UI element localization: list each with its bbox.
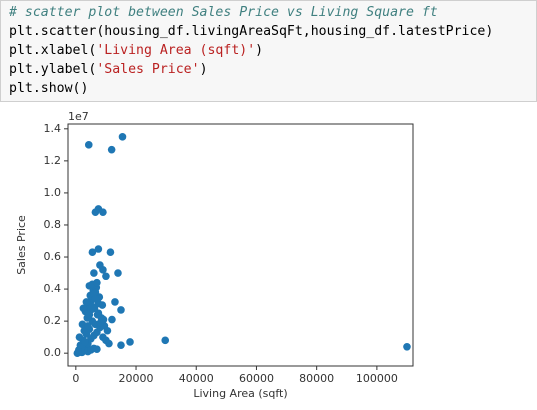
y-tick-label: 1.2 [44, 154, 62, 167]
x-tick-label: 0 [72, 372, 79, 385]
code-line: plt.ylabel('Sales Price') [9, 62, 208, 77]
point [84, 141, 93, 149]
plot-frame [67, 123, 414, 367]
point [106, 248, 115, 257]
point [102, 272, 110, 281]
point [114, 269, 122, 277]
code-token: ) [255, 43, 264, 58]
point [99, 208, 107, 216]
point [90, 269, 98, 277]
point [99, 315, 108, 324]
point [85, 310, 94, 319]
point [105, 339, 113, 348]
code-token: plt.show() [9, 81, 89, 96]
point [91, 294, 100, 303]
point [94, 245, 103, 253]
code-line: # scatter plot between Sales Price vs Li… [9, 5, 438, 20]
point [75, 333, 84, 341]
x-tick-label: 20000 [119, 372, 154, 385]
code-token: plt.ylabel( [9, 62, 97, 77]
code-token: plt.xlabel( [9, 43, 97, 58]
point [79, 304, 88, 313]
code-token: ) [199, 62, 208, 77]
y-offset-label: 1e7 [68, 110, 89, 123]
code-cell[interactable]: # scatter plot between Sales Price vs Li… [0, 0, 537, 102]
code-token: plt.scatter(housing_df.livingAreaSqFt,ho… [9, 24, 494, 39]
x-tick-label: 40000 [179, 372, 214, 385]
point [99, 266, 107, 274]
x-tick-label: 100000 [356, 372, 398, 385]
code-token: 'Living Area (sqft)' [96, 43, 256, 58]
x-tick-label: 60000 [239, 372, 274, 385]
point [117, 306, 125, 314]
point [117, 341, 125, 349]
point [93, 278, 101, 287]
code-token: 'Sales Price' [96, 62, 200, 77]
point [81, 338, 89, 346]
point [108, 315, 116, 324]
y-tick-label: 0.0 [44, 346, 62, 359]
code-line: plt.show() [9, 81, 88, 96]
y-tick-label: 0.8 [44, 218, 62, 231]
code-token: # scatter plot between Sales Price vs Li… [9, 5, 438, 20]
point [88, 302, 97, 311]
point [84, 322, 92, 330]
point [93, 345, 101, 353]
y-tick-label: 0.2 [44, 314, 62, 327]
point [103, 326, 112, 335]
point [118, 133, 127, 141]
x-tick-label: 80000 [299, 372, 334, 385]
y-tick-label: 1.0 [44, 186, 62, 199]
y-tick-label: 0.6 [44, 250, 62, 263]
point [88, 248, 97, 257]
x-axis-label: Living Area (sqft) [193, 387, 287, 400]
point [403, 342, 411, 351]
y-tick-label: 0.4 [44, 282, 62, 295]
y-axis-label: Sales Price [15, 215, 28, 275]
point [161, 336, 170, 345]
point [93, 310, 102, 319]
point [111, 298, 119, 306]
code-line: plt.xlabel('Living Area (sqft)') [9, 43, 263, 58]
code-line: plt.scatter(housing_df.livingAreaSqFt,ho… [9, 24, 493, 39]
y-tick-label: 1.4 [44, 122, 62, 135]
point [82, 298, 91, 306]
point [107, 145, 116, 154]
point [126, 338, 134, 346]
